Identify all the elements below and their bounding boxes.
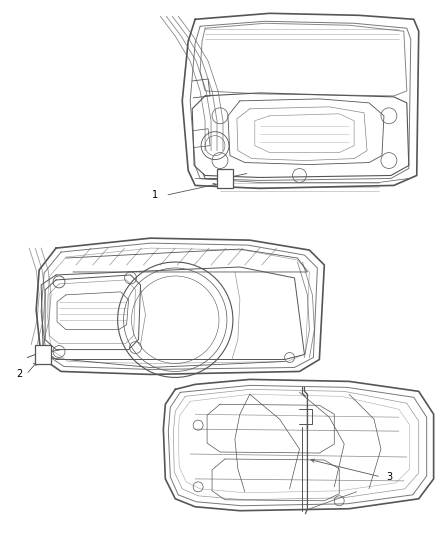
Text: 2: 2 [16,369,22,379]
Text: 3: 3 [386,472,392,482]
Text: 1: 1 [152,190,159,200]
Bar [217,168,233,188]
Bar [35,345,51,365]
